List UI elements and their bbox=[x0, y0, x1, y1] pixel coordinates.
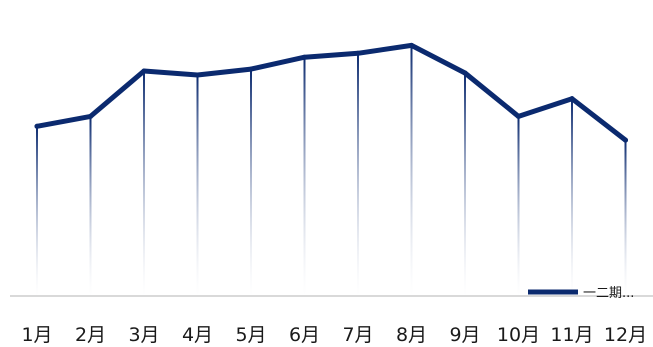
drop-line-3 bbox=[143, 71, 145, 296]
x-tick-label-7: 7月 bbox=[342, 324, 373, 346]
x-tick-label-12: 12月 bbox=[604, 324, 647, 346]
drop-lines bbox=[36, 45, 627, 297]
x-tick-label-8: 8月 bbox=[396, 324, 427, 346]
drop-line-7 bbox=[357, 53, 359, 296]
data-point-3[interactable] bbox=[141, 68, 147, 74]
x-tick-label-9: 9月 bbox=[449, 324, 480, 346]
data-point-9[interactable] bbox=[462, 70, 468, 76]
x-axis-tick-labels: 1月 2月 3月 4月 5月 6月 7月 8月 9月 10月 11月 12月 bbox=[21, 324, 647, 346]
data-point-4[interactable] bbox=[195, 72, 200, 78]
x-tick-label-4: 4月 bbox=[182, 324, 213, 346]
x-tick-label-10: 10月 bbox=[497, 324, 540, 346]
drop-line-8 bbox=[410, 45, 413, 297]
drop-line-4 bbox=[196, 74, 199, 296]
data-point-1[interactable] bbox=[34, 123, 40, 129]
data-point-10[interactable] bbox=[516, 113, 521, 119]
drop-line-6 bbox=[303, 57, 306, 296]
series-line bbox=[34, 42, 628, 143]
x-tick-label-3: 3月 bbox=[128, 324, 159, 346]
data-point-2[interactable] bbox=[88, 113, 93, 119]
legend-label: 一二期... bbox=[583, 286, 634, 301]
drop-line-1 bbox=[36, 126, 38, 296]
data-point-11[interactable] bbox=[569, 96, 575, 102]
x-tick-label-1: 1月 bbox=[21, 324, 52, 346]
data-point-8[interactable] bbox=[409, 42, 414, 48]
drop-line-5 bbox=[250, 69, 252, 296]
x-tick-label-2: 2月 bbox=[75, 324, 106, 346]
data-point-12[interactable] bbox=[623, 137, 628, 143]
drop-line-10 bbox=[517, 116, 520, 296]
drop-line-2 bbox=[89, 116, 92, 296]
x-tick-label-6: 6月 bbox=[289, 324, 320, 346]
drop-line-11 bbox=[571, 98, 573, 297]
drop-line-9 bbox=[464, 73, 466, 296]
x-tick-label-5: 5月 bbox=[235, 324, 266, 346]
legend[interactable]: 一二期... bbox=[528, 286, 634, 301]
data-point-6[interactable] bbox=[302, 54, 307, 60]
data-point-5[interactable] bbox=[248, 66, 254, 72]
x-tick-label-11: 11月 bbox=[550, 324, 593, 346]
data-point-7[interactable] bbox=[355, 50, 361, 56]
drop-line-12 bbox=[624, 140, 627, 296]
